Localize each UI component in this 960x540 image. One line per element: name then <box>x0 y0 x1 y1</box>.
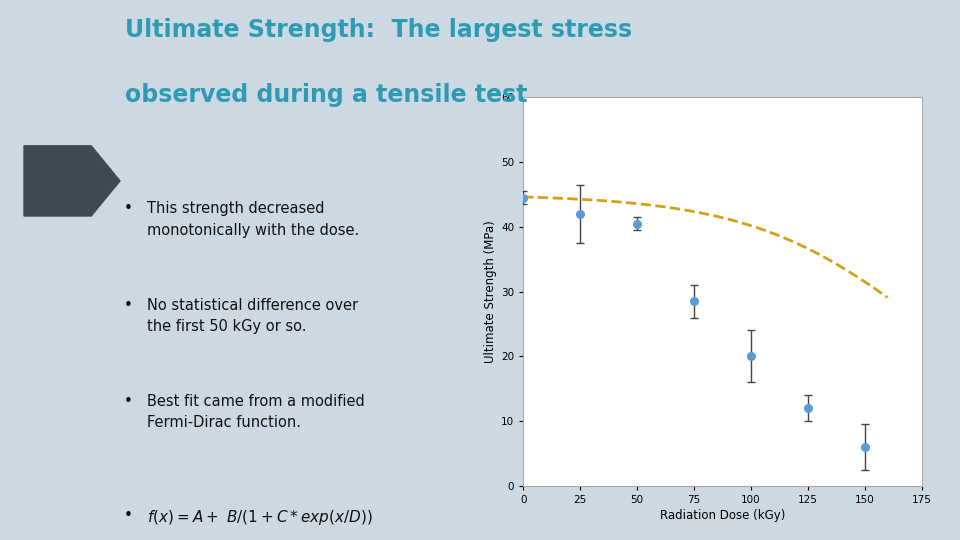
X-axis label: Radiation Dose (kGy): Radiation Dose (kGy) <box>660 509 785 522</box>
Text: No statistical difference over
the first 50 kGy or so.: No statistical difference over the first… <box>148 298 359 334</box>
Text: •: • <box>123 201 132 217</box>
Text: observed during a tensile test: observed during a tensile test <box>125 83 527 107</box>
Text: This strength decreased
monotonically with the dose.: This strength decreased monotonically wi… <box>148 201 360 238</box>
Polygon shape <box>24 146 120 216</box>
Y-axis label: Ultimate Strength (MPa): Ultimate Strength (MPa) <box>484 220 497 363</box>
Text: •: • <box>123 298 132 313</box>
Text: Ultimate Strength:  The largest stress: Ultimate Strength: The largest stress <box>125 18 632 42</box>
Text: Best fit came from a modified
Fermi-Dirac function.: Best fit came from a modified Fermi-Dira… <box>148 394 365 430</box>
Text: •: • <box>123 508 132 523</box>
Text: $f(x) = A + \ B/(1 + C * exp(x/D))$: $f(x) = A + \ B/(1 + C * exp(x/D))$ <box>148 508 373 527</box>
Text: •: • <box>123 394 132 409</box>
